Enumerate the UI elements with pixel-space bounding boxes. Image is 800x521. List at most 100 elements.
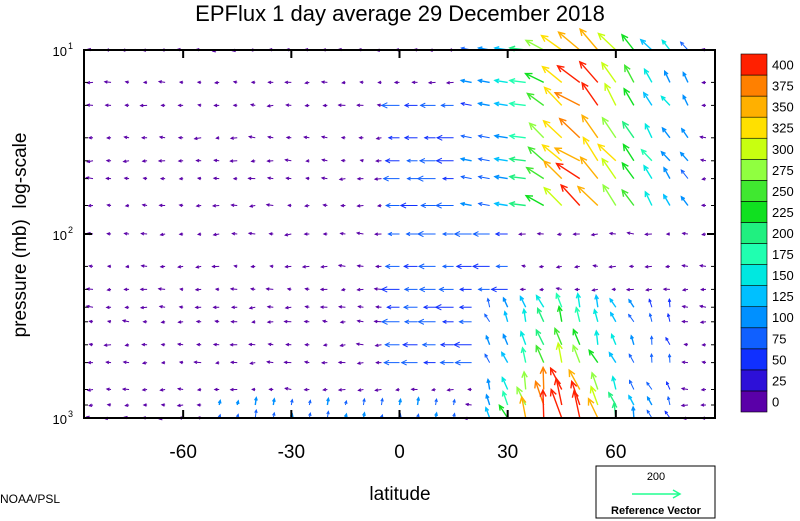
flux-vector bbox=[416, 396, 421, 406]
flux-vector bbox=[662, 287, 670, 292]
flux-vector bbox=[477, 175, 490, 180]
flux-vector bbox=[608, 265, 616, 269]
flux-vector bbox=[401, 342, 418, 348]
flux-vector bbox=[301, 265, 310, 269]
flux-vector bbox=[524, 39, 545, 51]
colorbar-label: 0 bbox=[772, 394, 779, 409]
flux-vector bbox=[493, 174, 508, 180]
flux-vector bbox=[305, 176, 310, 181]
flux-vector bbox=[700, 287, 707, 292]
x-tick-label: -30 bbox=[278, 442, 305, 463]
flux-vector bbox=[319, 287, 328, 292]
flux-vector bbox=[628, 264, 634, 269]
flux-vector bbox=[683, 342, 689, 347]
flux-vector bbox=[339, 320, 346, 324]
flux-vector bbox=[682, 71, 689, 83]
flux-vector bbox=[528, 122, 545, 139]
flux-vector bbox=[304, 103, 310, 108]
flux-vector bbox=[215, 136, 220, 140]
flux-vector bbox=[142, 320, 148, 324]
flux-vector bbox=[501, 390, 509, 406]
flux-vector bbox=[645, 288, 652, 292]
flux-vector bbox=[160, 103, 166, 108]
flux-vector bbox=[542, 160, 563, 180]
flux-vector bbox=[419, 102, 436, 109]
flux-vector bbox=[662, 193, 671, 206]
flux-vector bbox=[679, 151, 689, 162]
flux-vector bbox=[266, 305, 274, 309]
flux-vector bbox=[460, 134, 472, 139]
flux-vector bbox=[556, 304, 563, 322]
flux-vector bbox=[621, 161, 635, 180]
flux-vector bbox=[621, 188, 635, 206]
colorbar-label: 375 bbox=[772, 79, 794, 94]
flux-vector bbox=[212, 232, 220, 237]
flux-vector bbox=[543, 186, 563, 206]
flux-vector bbox=[576, 185, 599, 207]
flux-vector bbox=[666, 312, 671, 322]
chart-title: EPFlux 1 day average 29 December 2018 bbox=[195, 1, 605, 26]
flux-vector bbox=[124, 343, 130, 347]
flux-vector bbox=[403, 135, 418, 141]
flux-vector bbox=[589, 385, 599, 406]
flux-vector bbox=[543, 86, 563, 106]
flux-vector bbox=[681, 264, 689, 268]
flux-vector bbox=[679, 41, 689, 51]
credit-label: NOAA/PSL bbox=[0, 492, 60, 506]
flux-vector bbox=[124, 103, 130, 108]
flux-vector bbox=[508, 100, 526, 108]
reference-arrow-shape bbox=[632, 489, 682, 499]
flux-vector bbox=[87, 136, 94, 140]
flux-vector bbox=[157, 159, 166, 163]
flux-vector bbox=[660, 95, 671, 106]
flux-vector bbox=[359, 158, 364, 163]
flux-vector bbox=[630, 334, 635, 345]
flux-vector bbox=[453, 230, 472, 238]
flux-vector bbox=[374, 232, 382, 236]
colorbar-label: 400 bbox=[772, 58, 794, 73]
flux-vector bbox=[178, 360, 184, 365]
colorbar-swatch bbox=[740, 95, 768, 118]
flux-vector bbox=[271, 397, 276, 406]
flux-vector bbox=[266, 320, 274, 324]
flux-vector bbox=[508, 201, 526, 208]
flux-vector bbox=[610, 333, 617, 346]
flux-vector bbox=[681, 288, 689, 292]
x-axis: -60 -30 0 30 60 bbox=[169, 50, 626, 463]
flux-vector bbox=[421, 342, 436, 348]
flux-vector bbox=[555, 341, 563, 363]
flux-vector bbox=[177, 103, 184, 108]
flux-vector bbox=[213, 387, 220, 392]
colorbar-label: 225 bbox=[772, 205, 794, 220]
flux-vector bbox=[525, 166, 545, 180]
flux-vector bbox=[493, 156, 508, 162]
flux-vector bbox=[435, 157, 454, 164]
flux-vector bbox=[701, 360, 707, 365]
flux-vector bbox=[555, 292, 563, 308]
flux-vector bbox=[490, 286, 508, 293]
y-axis-label: pressure (mb) log-scale bbox=[10, 133, 31, 338]
flux-vector bbox=[526, 92, 545, 106]
flux-vector bbox=[477, 201, 490, 207]
flux-vector bbox=[287, 203, 292, 208]
flux-vector bbox=[86, 159, 94, 164]
colorbar-swatch bbox=[740, 158, 768, 181]
flux-vector bbox=[196, 80, 202, 85]
flux-vector bbox=[393, 80, 400, 85]
flux-vector bbox=[229, 159, 238, 163]
flux-vector bbox=[579, 27, 599, 51]
flux-vector bbox=[667, 298, 672, 308]
flux-vector bbox=[122, 159, 130, 163]
flux-vector bbox=[601, 157, 617, 180]
flux-vector bbox=[395, 387, 400, 392]
flux-vector bbox=[558, 117, 581, 139]
flux-vector bbox=[106, 203, 112, 208]
flux-vector bbox=[601, 61, 617, 83]
flux-vector bbox=[648, 312, 653, 322]
flux-vector bbox=[622, 143, 635, 162]
flux-vector bbox=[387, 135, 400, 140]
flux-vector bbox=[195, 319, 202, 324]
flux-vector bbox=[380, 318, 400, 325]
flux-vector bbox=[575, 292, 582, 308]
flux-vector bbox=[422, 305, 436, 310]
